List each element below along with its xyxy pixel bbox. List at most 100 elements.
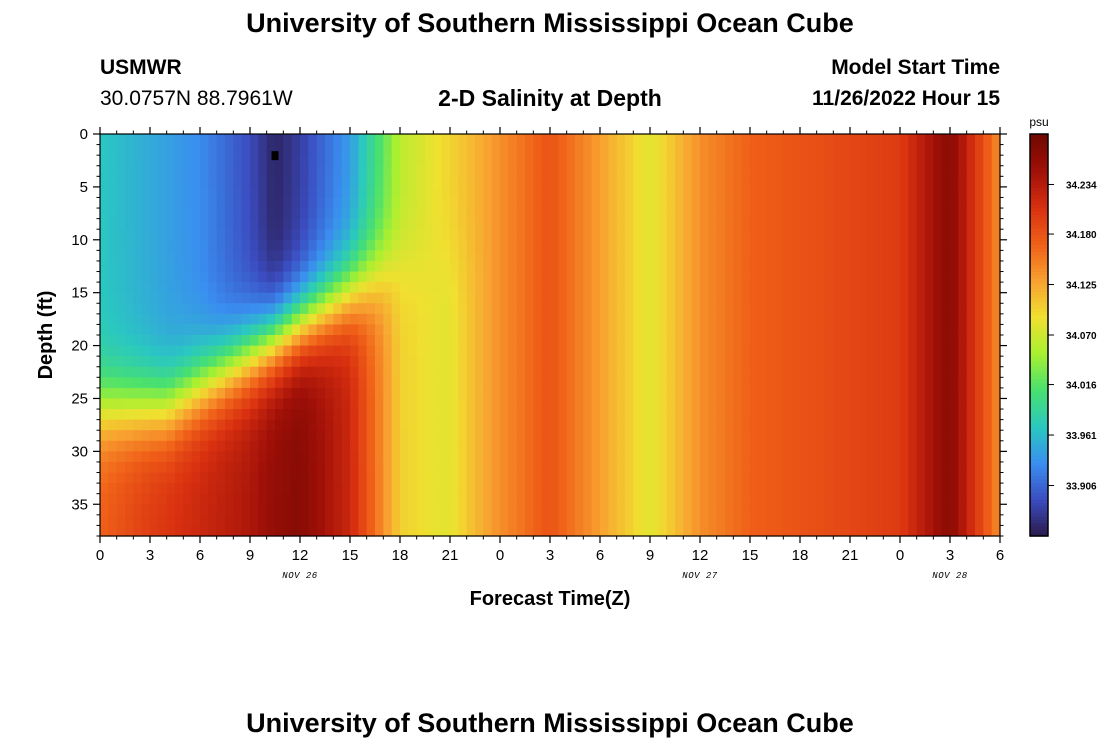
heatmap-cell [975,504,984,516]
heatmap-cell [650,134,659,146]
heatmap-cell [800,324,809,336]
heatmap-cell [800,430,809,442]
heatmap-cell [475,155,484,167]
heatmap-cell [383,409,393,421]
heatmap-cell [366,186,376,199]
heatmap-cell [541,440,551,452]
heatmap-cell [975,218,984,230]
heatmap-cell [133,144,143,156]
heatmap-cell [441,282,451,294]
heatmap-cell [908,356,918,368]
heatmap-cell [900,356,909,368]
heatmap-cell [108,335,118,347]
heatmap-cell [600,366,609,378]
heatmap-cell [116,303,126,315]
heatmap-cell [466,345,476,357]
heatmap-cell [300,165,309,177]
heatmap-cell [375,186,384,199]
heatmap-cell [808,430,818,442]
colorbar-tick-label: 33.961 [1066,431,1097,442]
heatmap-cell [950,292,959,304]
heatmap-cell [125,229,134,241]
heatmap-cell [416,345,426,357]
heatmap-cell [158,324,168,336]
heatmap-cell [850,525,859,537]
heatmap-cell [633,472,643,484]
heatmap-cell [741,229,751,241]
heatmap-cell [666,409,676,421]
heatmap-cell [875,440,884,452]
heatmap-cell [925,366,934,378]
heatmap-cell [808,250,818,262]
heatmap-cell [283,377,293,389]
heatmap-cell [166,134,176,146]
heatmap-cell [216,229,226,241]
heatmap-cell [783,525,793,537]
heatmap-cell [783,155,793,167]
heatmap-cell [266,409,276,421]
heatmap-cell [225,186,234,199]
heatmap-cell [950,345,959,357]
heatmap-cell [200,419,209,431]
heatmap-cell [600,398,609,410]
heatmap-cell [800,356,809,368]
heatmap-cell [350,176,359,188]
heatmap-cell [125,398,134,410]
heatmap-cell [375,155,384,167]
heatmap-cell [233,292,243,304]
heatmap-cell [558,186,568,199]
heatmap-cell [425,292,434,304]
heatmap-cell [116,155,126,167]
heatmap-cell [683,514,693,527]
heatmap-cell [600,525,609,537]
heatmap-cell [566,461,576,474]
heatmap-cell [366,387,376,400]
heatmap-cell [191,377,201,389]
heatmap-cell [891,176,901,188]
heatmap-cell [808,313,818,326]
heatmap-cell [925,345,934,357]
heatmap-cell [725,144,734,156]
heatmap-cell [216,409,226,421]
heatmap-cell [933,229,943,241]
heatmap-cell [525,419,534,431]
heatmap-cell [541,271,551,283]
heatmap-cell [558,239,568,251]
heatmap-cell [283,356,293,368]
heatmap-cell [691,345,701,357]
heatmap-cell [875,260,884,273]
heatmap-cell [716,461,726,474]
heatmap-cell [475,514,484,527]
heatmap-cell [658,239,668,251]
heatmap-cell [616,504,626,516]
heatmap-cell [416,356,426,368]
heatmap-cell [158,356,168,368]
heatmap-cell [483,387,493,400]
heatmap-cell [950,387,959,400]
heatmap-cell [283,366,293,378]
heatmap-cell [900,345,909,357]
heatmap-cell [183,282,193,294]
heatmap-cell [375,292,384,304]
heatmap-cell [591,461,601,474]
heatmap-cell [283,271,293,283]
heatmap-cell [100,229,109,241]
heatmap-cell [116,387,126,400]
heatmap-cell [508,387,518,400]
heatmap-cell [241,229,251,241]
heatmap-cell [366,197,376,209]
heatmap-cell [816,451,826,463]
heatmap-cell [575,313,584,326]
heatmap-cell [166,461,176,474]
heatmap-cell [725,387,734,400]
heatmap-cell [916,313,926,326]
heatmap-cell [850,324,859,336]
heatmap-cell [541,303,551,315]
heatmap-cell [825,144,834,156]
heatmap-cell [966,239,976,251]
heatmap-cell [641,345,651,357]
heatmap-cell [675,165,684,177]
heatmap-cell [841,292,851,304]
heatmap-cell [391,493,401,505]
heatmap-cell [950,483,959,495]
